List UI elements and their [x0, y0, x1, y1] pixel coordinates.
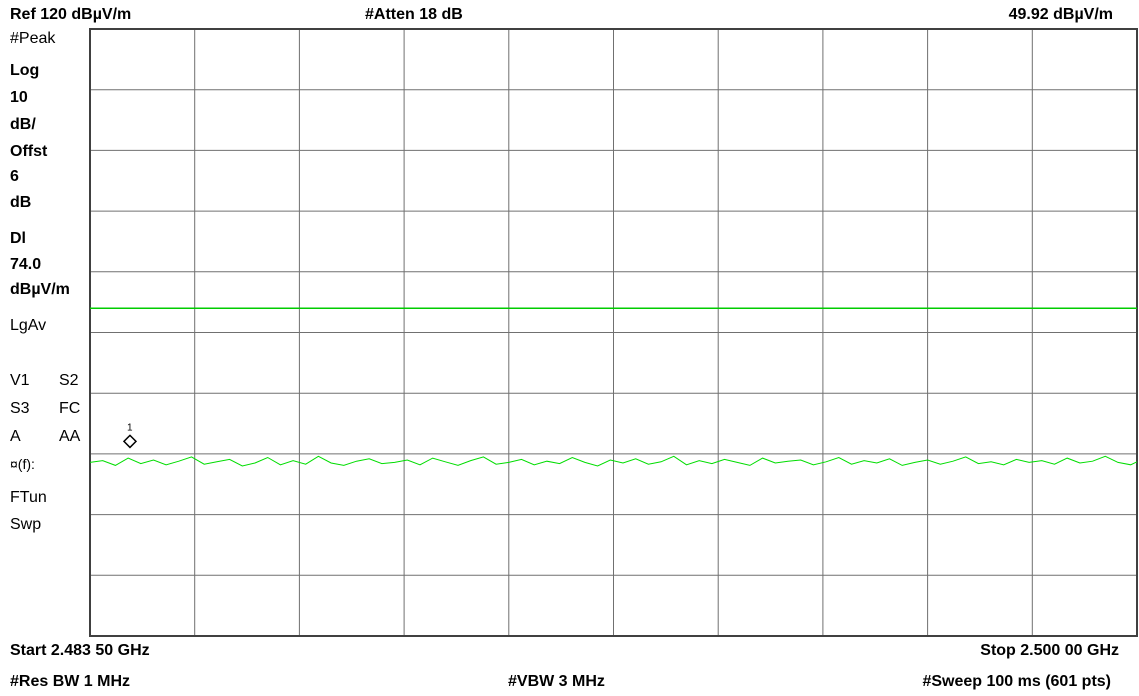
trace-row3-b: AA — [59, 428, 81, 445]
video-bandwidth: #VBW 3 MHz — [508, 673, 605, 690]
ftun-symbol: ¤(f): — [10, 456, 35, 472]
start-frequency: Start 2.483 50 GHz — [10, 642, 150, 659]
plot-frame — [89, 28, 1138, 637]
offset-value-label: 6 — [10, 168, 19, 185]
trace-row2-b: FC — [59, 400, 81, 417]
ftun-label: FTun — [10, 489, 47, 506]
offset-label: Offst — [10, 143, 48, 160]
marker-readout: 49.92 dBµV/m — [1008, 6, 1113, 23]
sweep-time: #Sweep 100 ms (601 pts) — [922, 673, 1111, 690]
display-line-label: Dl — [10, 230, 26, 247]
trace-row2-a: S3 — [10, 400, 30, 417]
scale-type-label: Log — [10, 62, 40, 79]
display-line-unit: dBµV/m — [10, 281, 70, 298]
display-line-value: 74.0 — [10, 256, 42, 273]
sweep-label: Swp — [10, 516, 42, 533]
stop-frequency: Stop 2.500 00 GHz — [980, 642, 1119, 659]
resolution-bandwidth: #Res BW 1 MHz — [10, 673, 131, 690]
scale-unit-label: dB/ — [10, 116, 36, 133]
marker-1: 1 — [122, 422, 138, 449]
trace-row1-a: V1 — [10, 372, 30, 389]
marker-number: 1 — [127, 422, 133, 433]
scale-value-label: 10 — [10, 89, 28, 106]
trace-series — [89, 455, 1138, 467]
attenuation-label: #Atten 18 dB — [365, 6, 463, 23]
offset-unit-label: dB — [10, 194, 32, 211]
trace-row1-b: S2 — [59, 372, 79, 389]
ref-level-label: Ref 120 dBµV/m — [10, 6, 132, 23]
avg-mode-label: LgAv — [10, 317, 47, 334]
detector-label: #Peak — [10, 30, 56, 47]
marker-diamond-icon — [122, 434, 138, 449]
grid — [90, 29, 1137, 636]
trace-row3-a: A — [10, 428, 21, 445]
